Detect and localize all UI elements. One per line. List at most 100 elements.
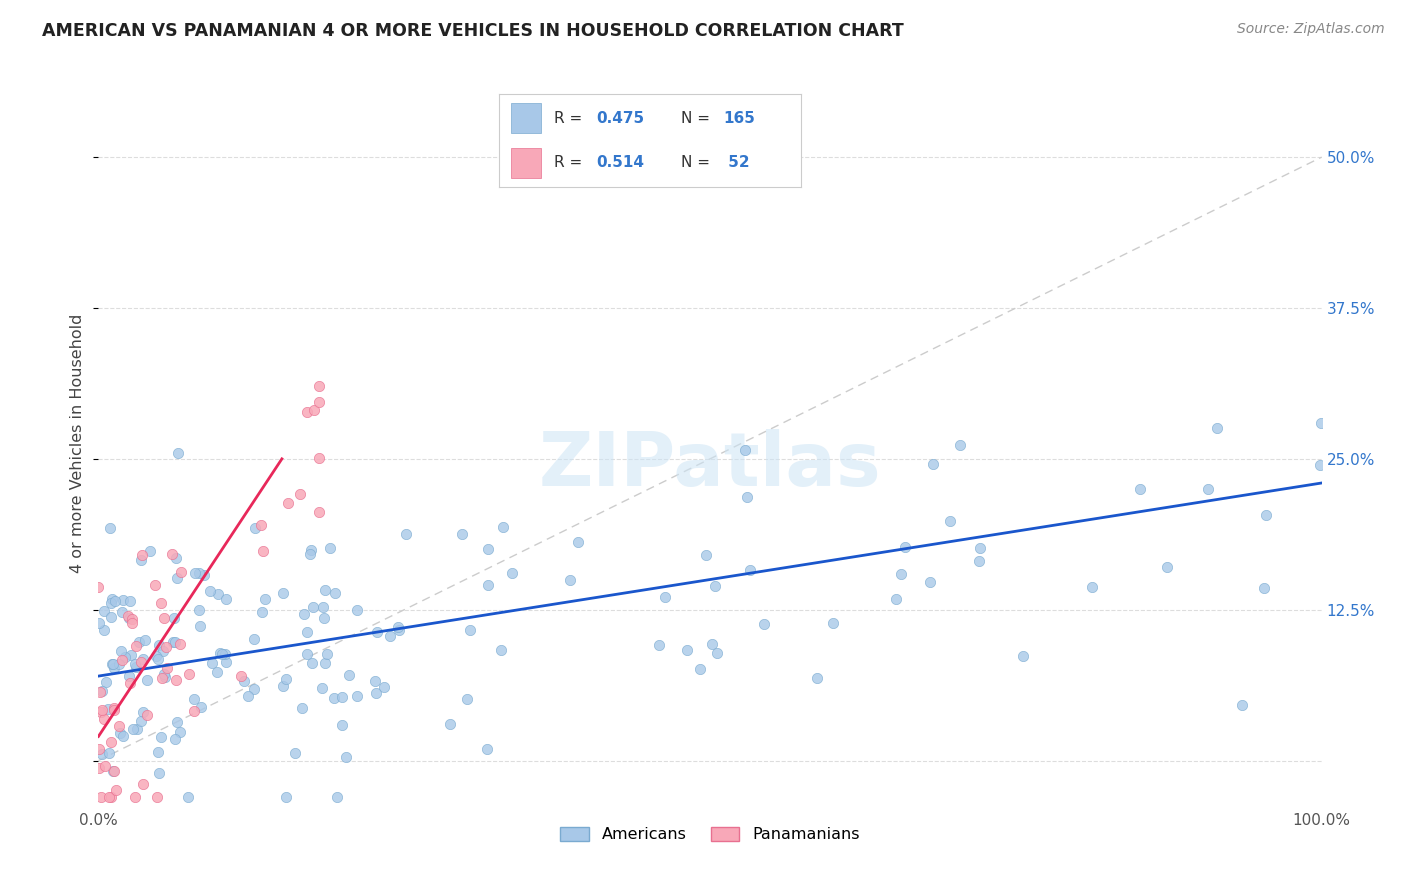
Point <box>312 610 335 624</box>
Point <box>145 789 167 804</box>
Text: 52: 52 <box>723 155 749 170</box>
Point <box>921 457 943 471</box>
Point <box>299 543 322 558</box>
Point <box>120 648 142 662</box>
Point <box>160 547 183 561</box>
Point <box>967 554 990 568</box>
Point <box>475 742 498 756</box>
Point <box>124 660 146 674</box>
Point <box>215 591 238 606</box>
Point <box>364 674 387 689</box>
Point <box>314 583 336 598</box>
Point <box>100 596 122 610</box>
Point <box>165 673 187 687</box>
Point <box>734 443 756 458</box>
Point <box>166 571 188 585</box>
Point <box>301 657 323 671</box>
Point <box>1254 508 1277 523</box>
Point <box>323 691 346 706</box>
Point <box>100 789 122 804</box>
Point <box>155 661 177 675</box>
Point <box>214 647 236 661</box>
Point <box>387 623 409 637</box>
Point <box>250 518 273 533</box>
Point <box>118 676 141 690</box>
Point <box>124 657 146 672</box>
Point <box>298 547 321 561</box>
Point <box>101 657 124 672</box>
Point <box>183 704 205 718</box>
Point <box>308 506 330 520</box>
Point <box>323 585 346 599</box>
Point <box>205 665 228 680</box>
Point <box>103 701 125 715</box>
Point <box>90 683 112 698</box>
Point <box>314 656 336 670</box>
Point <box>183 691 205 706</box>
Point <box>111 593 134 607</box>
Point <box>291 700 314 714</box>
Point <box>97 746 120 760</box>
Text: ZIPatlas: ZIPatlas <box>538 429 882 502</box>
Point <box>104 594 127 608</box>
Point <box>97 702 120 716</box>
Point <box>302 403 325 417</box>
Point <box>152 666 174 681</box>
Point <box>311 681 333 696</box>
Point <box>939 514 962 528</box>
Point <box>288 487 311 501</box>
Text: 0.475: 0.475 <box>596 111 644 126</box>
Point <box>735 491 758 505</box>
Point <box>274 789 297 804</box>
Point <box>190 700 212 714</box>
Point <box>121 613 143 627</box>
Point <box>188 603 211 617</box>
Point <box>90 703 112 717</box>
Point <box>129 714 152 728</box>
Point <box>153 670 176 684</box>
Point <box>136 708 159 723</box>
Point <box>132 652 155 666</box>
Point <box>100 734 122 748</box>
Point <box>108 657 131 671</box>
Point <box>122 722 145 736</box>
Point <box>103 657 125 672</box>
Point <box>93 623 115 637</box>
Point <box>124 639 146 653</box>
Point <box>492 520 515 534</box>
Point <box>373 680 395 694</box>
Point <box>111 605 134 619</box>
Point <box>89 742 111 756</box>
Point <box>148 766 170 780</box>
Point <box>378 629 401 643</box>
Text: Source: ZipAtlas.com: Source: ZipAtlas.com <box>1237 22 1385 37</box>
Point <box>1205 421 1227 435</box>
Point <box>110 644 132 658</box>
Point <box>273 679 295 693</box>
Point <box>364 686 387 700</box>
Point <box>145 649 167 664</box>
Point <box>302 600 325 615</box>
Point <box>103 764 125 778</box>
Point <box>949 438 972 452</box>
Point <box>104 782 127 797</box>
Point <box>101 591 124 606</box>
Point <box>132 705 155 719</box>
Point <box>87 615 110 630</box>
Point <box>366 625 388 640</box>
Point <box>252 544 274 558</box>
Point <box>131 548 153 562</box>
Point <box>295 405 318 419</box>
Point <box>118 593 141 607</box>
Point <box>93 712 115 726</box>
Point <box>245 521 267 535</box>
Point <box>87 761 110 775</box>
Point <box>112 729 135 743</box>
Point <box>169 725 191 739</box>
Point <box>91 747 114 762</box>
Point <box>1253 582 1275 596</box>
Point <box>108 726 131 740</box>
Point <box>129 655 152 669</box>
Point <box>274 672 297 686</box>
Point <box>98 521 121 535</box>
